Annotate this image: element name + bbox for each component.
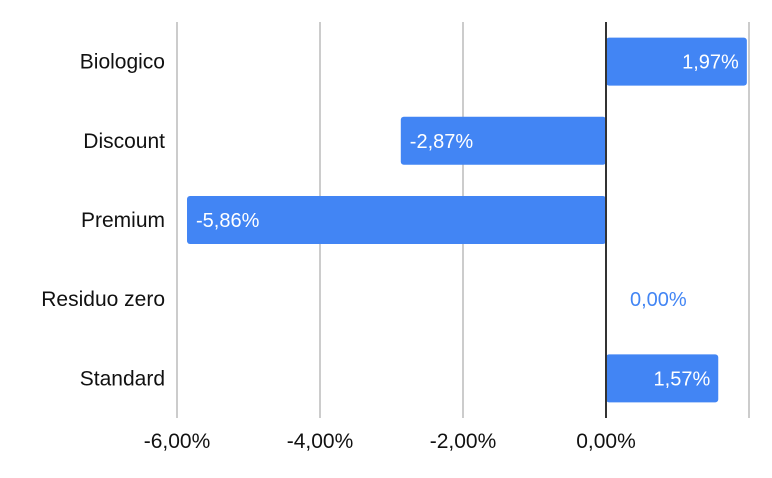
bar-premium [187,196,606,244]
category-label: Standard [80,367,165,390]
category-label: Discount [83,130,165,153]
bar-standard [606,354,719,403]
data-label: 1,97% [682,52,739,74]
data-label: 0,00% [630,289,687,311]
x-tick-label: -2,00% [430,430,497,453]
x-tick-label: -4,00% [287,430,354,453]
category-label: Residuo zero [41,288,165,311]
x-tick-label: 0,00% [576,430,636,453]
x-tick-label: -6,00% [144,430,211,453]
category-label: Biologico [80,51,165,74]
data-label: 1,57% [654,368,711,390]
data-label: -5,86% [196,210,260,232]
bar-discount [400,116,606,165]
data-label: -2,87% [410,131,474,153]
category-label: Premium [81,209,165,232]
bar-biologico [606,37,747,86]
